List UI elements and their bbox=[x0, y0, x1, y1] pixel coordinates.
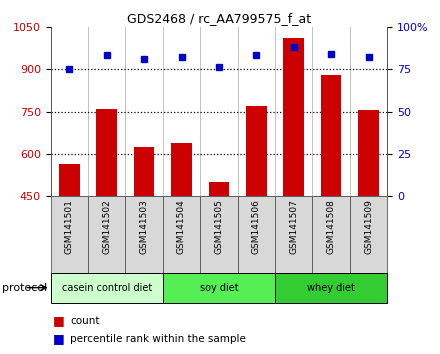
Bar bbox=[163, 196, 200, 273]
Bar bbox=[238, 196, 275, 273]
Bar bbox=[163, 273, 275, 303]
Text: GSM141508: GSM141508 bbox=[326, 199, 336, 253]
Bar bbox=[88, 196, 125, 273]
Bar bbox=[200, 196, 238, 273]
Text: GSM141509: GSM141509 bbox=[364, 199, 373, 253]
Bar bbox=[171, 143, 192, 196]
Text: ■: ■ bbox=[53, 314, 65, 327]
Bar bbox=[134, 147, 154, 196]
Bar bbox=[321, 75, 341, 196]
Bar bbox=[209, 182, 229, 196]
Bar bbox=[350, 196, 387, 273]
Text: GSM141502: GSM141502 bbox=[102, 199, 111, 253]
Text: whey diet: whey diet bbox=[307, 282, 355, 293]
Bar bbox=[51, 273, 163, 303]
Text: ■: ■ bbox=[53, 332, 65, 344]
Bar bbox=[59, 164, 80, 196]
Text: GSM141501: GSM141501 bbox=[65, 199, 74, 253]
Bar bbox=[275, 196, 312, 273]
Text: casein control diet: casein control diet bbox=[62, 282, 152, 293]
Bar bbox=[312, 196, 350, 273]
Bar bbox=[51, 196, 88, 273]
Text: percentile rank within the sample: percentile rank within the sample bbox=[70, 334, 246, 344]
Text: GSM141507: GSM141507 bbox=[289, 199, 298, 253]
Bar bbox=[283, 38, 304, 196]
Text: GSM141503: GSM141503 bbox=[139, 199, 149, 253]
Bar bbox=[125, 196, 163, 273]
Text: soy diet: soy diet bbox=[200, 282, 238, 293]
Bar bbox=[96, 109, 117, 196]
Text: GSM141505: GSM141505 bbox=[214, 199, 224, 253]
Bar bbox=[358, 110, 379, 196]
Bar bbox=[275, 273, 387, 303]
Bar bbox=[246, 106, 267, 196]
Title: GDS2468 / rc_AA799575_f_at: GDS2468 / rc_AA799575_f_at bbox=[127, 12, 311, 25]
Text: protocol: protocol bbox=[2, 282, 48, 293]
Text: GSM141504: GSM141504 bbox=[177, 199, 186, 253]
Text: count: count bbox=[70, 316, 100, 326]
Text: GSM141506: GSM141506 bbox=[252, 199, 261, 253]
